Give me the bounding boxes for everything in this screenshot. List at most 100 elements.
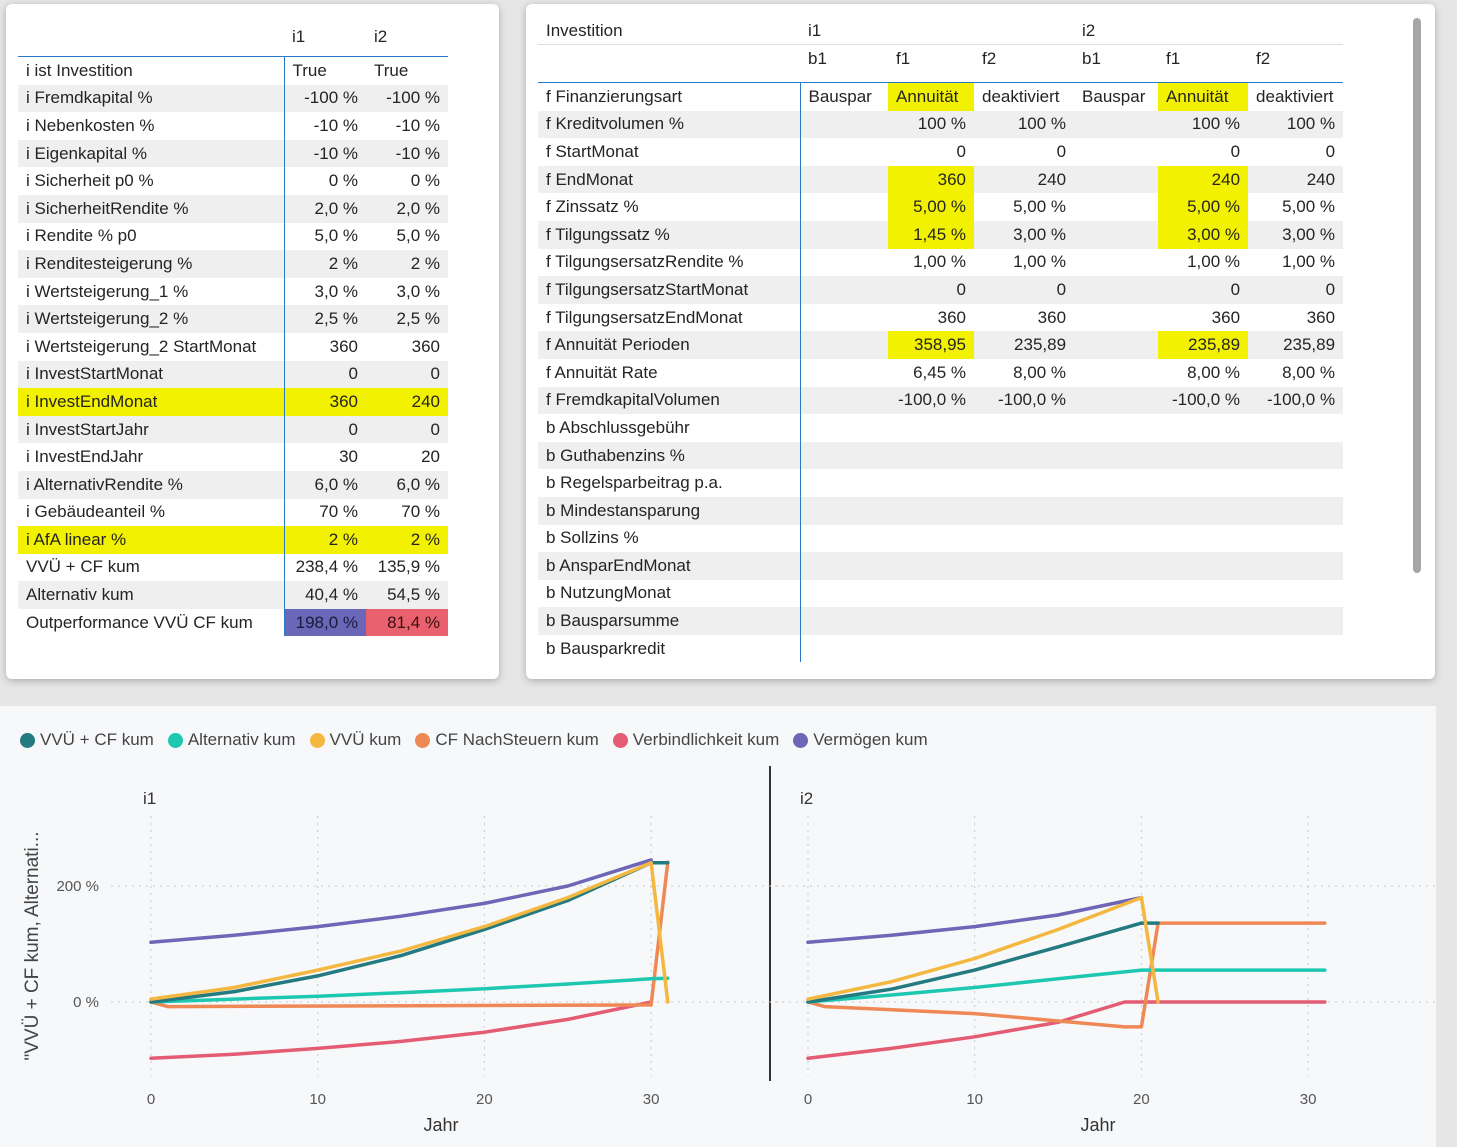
row-label[interactable]: i Eigenkapital %: [18, 139, 284, 168]
row-label[interactable]: i Fremdkapital %: [18, 84, 284, 113]
row-label[interactable]: f Tilgungssatz %: [538, 220, 800, 249]
cell-value-i1: 2 %: [283, 250, 366, 278]
row-label[interactable]: i Gebäudeanteil %: [26, 502, 165, 522]
cell-value: 235,89: [1158, 331, 1249, 359]
group-header-i2[interactable]: i2: [1082, 21, 1096, 40]
row-label[interactable]: i ist Investition: [26, 60, 133, 80]
subcol-header[interactable]: b1: [1074, 44, 1159, 83]
row-label[interactable]: i InvestEndJahr: [26, 447, 144, 467]
series-line: [806, 921, 1160, 1004]
row-label[interactable]: f TilgungsersatzStartMonat: [538, 276, 800, 304]
x-tick-label: 0: [147, 1091, 155, 1108]
cell-value: 360: [888, 165, 974, 194]
cell-value: [799, 524, 888, 553]
cell-value: [1074, 635, 1158, 663]
cell-value-i1: 40,4 %: [283, 581, 366, 609]
row-label[interactable]: i AlternativRendite %: [18, 470, 284, 499]
row-label[interactable]: i InvestStartJahr: [18, 415, 284, 444]
table-row: b Bausparsumme: [538, 607, 1344, 635]
cell-value-i2: 20: [421, 447, 440, 467]
cell-value: 240: [974, 165, 1075, 194]
vertical-scrollbar[interactable]: [1413, 18, 1421, 668]
cell-value-i1: 6,0 %: [283, 470, 366, 499]
cell-value: [1074, 138, 1158, 166]
column-header-i2[interactable]: i2: [366, 18, 448, 57]
row-label[interactable]: b Sollzins %: [546, 528, 639, 548]
row-label[interactable]: f Zinssatz %: [546, 197, 639, 217]
row-label[interactable]: i Wertsteigerung_1 %: [26, 281, 189, 301]
cell-value: 360: [1211, 307, 1241, 327]
cell-value: Bauspar: [799, 82, 888, 111]
table-row: f TilgungsersatzRendite % 1,00 % 1,00 % 1,0…: [538, 248, 1343, 277]
row-label[interactable]: i Nebenkosten %: [26, 115, 155, 135]
cell-value: [1248, 441, 1344, 470]
scrollbar-thumb[interactable]: [1413, 18, 1421, 573]
row-label[interactable]: i Rendite % p0: [26, 226, 137, 246]
row-label[interactable]: i SicherheitRendite %: [18, 194, 284, 223]
legend-item[interactable]: Alternativ kum: [167, 730, 296, 750]
table-row: i Gebäudeanteil % 70 % 70 %: [18, 498, 448, 527]
left-table-body: i ist Investition True True i Fremdkapital …: [18, 56, 448, 637]
row-label[interactable]: f Annuität Rate: [546, 362, 658, 382]
table-row: i AfA linear % 2 % 2 %: [18, 526, 448, 554]
row-label[interactable]: f StartMonat: [546, 141, 639, 161]
cell-value: 100 %: [1158, 110, 1249, 139]
subcol-header[interactable]: f2: [1248, 44, 1344, 83]
row-label[interactable]: i Wertsteigerung_2 %: [18, 305, 284, 333]
series-line: [806, 921, 1327, 1029]
series-line: [149, 976, 670, 1004]
row-label[interactable]: i AfA linear %: [18, 526, 284, 554]
row-label[interactable]: i Renditesteigerung %: [18, 250, 284, 278]
row-label[interactable]: b Bausparkredit: [546, 638, 666, 658]
row-label[interactable]: f Finanzierungsart: [546, 86, 683, 106]
cell-value: [888, 414, 974, 442]
row-label[interactable]: f TilgungsersatzRendite %: [546, 252, 744, 272]
cell-value: 235,89: [1248, 331, 1344, 359]
cell-value: [888, 496, 974, 525]
subcol-header[interactable]: f1: [1158, 44, 1249, 83]
legend-item[interactable]: CF NachSteuern kum: [415, 730, 599, 750]
cell-value: 0: [974, 276, 1075, 304]
row-label[interactable]: b Regelsparbeitrag p.a.: [546, 473, 723, 493]
row-label[interactable]: VVÜ + CF kum: [26, 557, 140, 577]
row-label[interactable]: b Guthabenzins %: [538, 441, 800, 470]
subcol-header[interactable]: f1: [888, 44, 974, 83]
table-row: b Regelsparbeitrag p.a.: [538, 469, 1343, 497]
row-label[interactable]: b AnsparEndMonat: [538, 552, 800, 580]
legend-item[interactable]: Vermögen kum: [793, 730, 928, 750]
line-chart-card: VVÜ + CF kum Alternativ kum VVÜ kum CF Nach…: [0, 706, 1436, 1147]
group-header-i1[interactable]: i1: [808, 21, 822, 40]
row-label[interactable]: i Sicherheit p0 %: [26, 171, 154, 191]
subcol-header[interactable]: f2: [974, 44, 1075, 83]
row-label[interactable]: b NutzungMonat: [546, 583, 671, 603]
cell-value: [1248, 580, 1343, 608]
subcol-header[interactable]: b1: [800, 44, 888, 83]
row-label[interactable]: f Kreditvolumen %: [538, 110, 800, 139]
row-label[interactable]: Outperformance VVÜ CF kum: [26, 612, 253, 632]
row-label[interactable]: b Bausparsumme: [538, 607, 800, 635]
row-label[interactable]: i InvestEndMonat: [18, 388, 284, 416]
y-tick-label: 0 %: [73, 994, 99, 1011]
legend-item[interactable]: VVÜ + CF kum: [20, 730, 154, 750]
table-row: f Finanzierungsart Bauspar Annuität deaktiv…: [538, 82, 1343, 111]
row-label[interactable]: f TilgungsersatzEndMonat: [546, 307, 743, 327]
row-label[interactable]: f Annuität Perioden: [538, 331, 800, 359]
legend-item[interactable]: Verbindlichkeit kum: [612, 730, 779, 750]
row-label[interactable]: Alternativ kum: [18, 581, 284, 609]
row-label[interactable]: b Abschlussgebühr: [546, 417, 690, 437]
row-label[interactable]: f EndMonat: [538, 165, 800, 194]
cell-value: Annuität: [888, 82, 974, 111]
cell-value: 360: [937, 307, 966, 327]
cell-value: [799, 138, 888, 166]
cell-value: [888, 552, 974, 580]
row-label[interactable]: i InvestStartMonat: [18, 360, 284, 389]
cell-value-i1: 2,0 %: [283, 194, 366, 223]
cell-value: [799, 220, 888, 249]
cell-value: [1074, 414, 1158, 442]
legend-item[interactable]: VVÜ kum: [309, 730, 401, 750]
row-label[interactable]: i Wertsteigerung_2 StartMonat: [26, 336, 257, 356]
table-row: i InvestEndJahr 30 20: [18, 443, 448, 471]
row-label[interactable]: f FremdkapitalVolumen: [538, 386, 800, 415]
column-header-i1[interactable]: i1: [284, 18, 366, 57]
row-label[interactable]: b Mindestansparung: [538, 496, 800, 525]
